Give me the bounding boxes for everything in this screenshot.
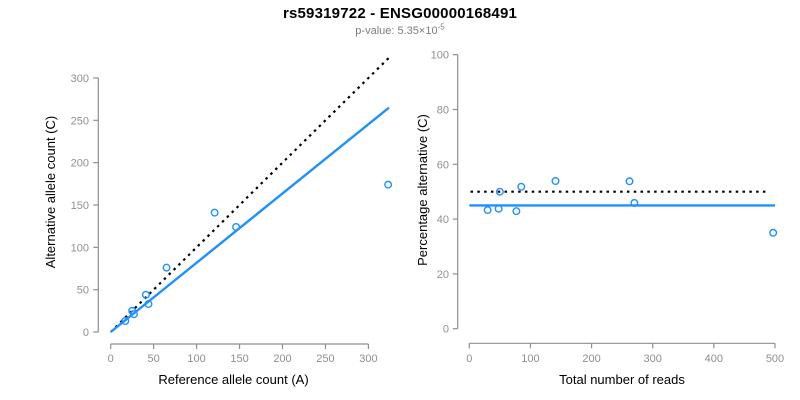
identity-line	[109, 54, 393, 333]
x-tick-label: 300	[644, 353, 662, 365]
x-tick-label: 100	[521, 353, 539, 365]
data-point	[625, 177, 634, 186]
x-tick-label: 400	[705, 353, 723, 365]
x-tick-label: 500	[766, 353, 784, 365]
data-point	[162, 263, 171, 272]
data-point	[384, 180, 393, 189]
x-tick-label: 0	[108, 353, 114, 365]
data-point	[144, 300, 153, 309]
y-axis-label: Percentage alternative (C)	[415, 114, 430, 266]
data-point	[494, 204, 503, 213]
data-point	[483, 206, 492, 215]
subtitle-text: p-value: 5.35×10	[355, 25, 438, 37]
x-tick-label: 0	[466, 353, 472, 365]
y-tick-label: 0	[83, 327, 89, 339]
data-point	[512, 207, 521, 216]
subtitle-exponent: -5	[437, 22, 445, 32]
y-tick-label: 100	[71, 242, 89, 254]
x-tick-label: 250	[316, 353, 334, 365]
y-tick-label: 100	[431, 50, 449, 62]
y-tick-label: 50	[77, 285, 89, 297]
y-tick-label: 40	[437, 214, 449, 226]
x-axis-label: Reference allele count (A)	[158, 372, 308, 387]
y-tick-label: 150	[71, 200, 89, 212]
y-tick-label: 20	[437, 269, 449, 281]
data-point	[141, 290, 150, 299]
y-tick-label: 60	[437, 159, 449, 171]
x-tick-label: 150	[230, 353, 248, 365]
right-plot: 0 100 200 300 400 500 0 20 40 60 80 100 Total number…	[415, 50, 784, 387]
y-tick-label: 300	[71, 73, 89, 85]
data-point	[121, 316, 130, 325]
data-point	[769, 228, 778, 237]
y-tick-label: 200	[71, 158, 89, 170]
data-point	[232, 223, 241, 232]
data-point	[495, 187, 504, 196]
x-tick-label: 200	[273, 353, 291, 365]
data-point	[551, 177, 560, 186]
data-point	[630, 198, 639, 207]
y-axis-label: Alternative allele count (C)	[43, 116, 58, 268]
x-tick-label: 50	[148, 353, 160, 365]
x-tick-label: 300	[359, 353, 377, 365]
y-tick-label: 80	[437, 105, 449, 117]
fit-line	[109, 106, 390, 333]
y-tick-label: 0	[443, 324, 449, 336]
left-plot: 0 50 100 150 200 250 300 0 50 100 150 200 250 300 Refe…	[43, 54, 393, 387]
x-tick-label: 100	[187, 353, 205, 365]
data-point	[517, 182, 526, 191]
plot-subtitle: p-value: 5.35×10-5	[0, 22, 800, 37]
x-axis-label: Total number of reads	[559, 372, 685, 387]
data-point	[210, 208, 219, 217]
plot-title: rs59319722 - ENSG00000168491	[282, 5, 518, 22]
x-tick-label: 200	[582, 353, 600, 365]
data-point	[129, 310, 138, 319]
y-tick-label: 250	[71, 115, 89, 127]
